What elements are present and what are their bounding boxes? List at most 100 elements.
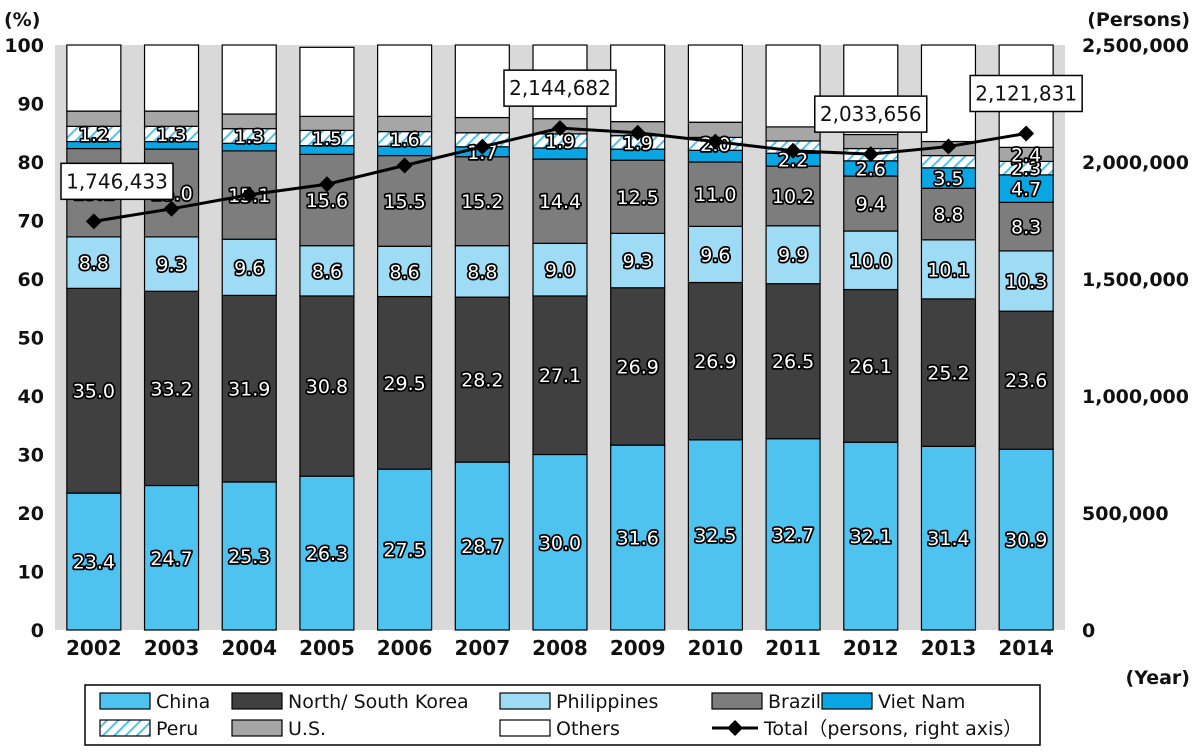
bar-viet-nam-2014	[998, 174, 1054, 203]
data-label-china-2006: 27.5	[383, 540, 425, 562]
data-label-brazil-2007: 15.2	[461, 191, 503, 213]
data-label-china-2008: 30.0	[539, 532, 581, 554]
total-callout-label: 2,033,656	[820, 102, 922, 126]
total-marker-2011	[785, 142, 802, 159]
x-tick-label-2004: 2004	[221, 636, 277, 660]
legend-item-viet-nam: Viet Nam	[821, 691, 965, 713]
legend-swatch-china	[99, 692, 151, 710]
left-tick-label-50: 50	[18, 328, 44, 350]
bar-others-2005	[299, 46, 355, 117]
left-tick-label-60: 60	[18, 269, 44, 291]
bar-north-south-korea-2006	[377, 295, 433, 470]
data-label-peru-2004: 1.3	[234, 126, 264, 148]
total-marker-2005	[318, 176, 335, 193]
left-tick-label-90: 90	[18, 94, 44, 116]
bar-north-south-korea-2008	[532, 295, 588, 456]
data-label-china-2009: 31.6	[617, 528, 659, 550]
bar-philippines-2009	[610, 232, 666, 289]
right-axis-unit: (Persons)	[1087, 9, 1190, 31]
bar-north-south-korea-2009	[610, 287, 666, 446]
legend-label-peru: Peru	[156, 718, 198, 740]
legend-label-viet-nam: Viet Nam	[878, 691, 965, 713]
bar-brazil-2009	[610, 159, 666, 234]
right-tick-label-2-500-000: 2,500,000	[1082, 35, 1189, 57]
left-tick-label-20: 20	[18, 503, 44, 525]
right-tick-label-2-000-000: 2,000,000	[1082, 152, 1189, 174]
legend-label-philippines: Philippines	[556, 691, 658, 713]
bar-others-2013	[920, 44, 977, 143]
total-callout-label: 2,121,831	[975, 81, 1077, 105]
bar-u-s-2011	[765, 126, 821, 142]
total-marker-2009	[629, 124, 646, 141]
data-label-brazil-2011: 10.2	[772, 186, 814, 208]
bar-china-2006	[377, 468, 433, 631]
data-label-china-2012: 32.1	[850, 526, 892, 548]
bar-u-s-2007	[454, 116, 510, 134]
total-marker-2004	[241, 186, 258, 203]
bar-china-2010	[687, 439, 743, 631]
legend-item-u-s: U.S.	[231, 718, 326, 740]
x-tick-label-2005: 2005	[299, 636, 355, 660]
bar-brazil-2007	[454, 156, 510, 247]
data-label-north-south-korea-2002: 35.0	[73, 381, 115, 403]
data-label-philippines-2011: 9.9	[778, 245, 808, 267]
data-label-china-2005: 26.3	[306, 543, 348, 565]
legend-swatch-viet-nam	[821, 692, 873, 710]
data-label-china-2011: 32.7	[772, 524, 814, 546]
bar-china-2013	[920, 445, 977, 631]
data-label-china-2007: 28.7	[461, 536, 503, 558]
total-marker-2008	[552, 120, 568, 137]
bar-north-south-korea-2004	[221, 294, 277, 483]
data-label-philippines-2002: 8.8	[79, 253, 109, 275]
data-label-china-2010: 32.5	[694, 525, 736, 547]
legend-swatch-u-s	[231, 719, 283, 737]
bar-china-2004	[221, 481, 277, 631]
right-tick-label-0: 0	[1082, 620, 1095, 642]
axes-layer: (%) (Persons) (Year) 2002 2003 2004 2005 200…	[4, 9, 1190, 689]
x-tick-label-2013: 2013	[921, 636, 977, 660]
total-callout-box	[503, 69, 617, 107]
data-label-brazil-2009: 12.5	[617, 187, 659, 209]
total-callout-2012: 2,033,656	[814, 95, 928, 133]
legend-label-others: Others	[556, 718, 620, 740]
bar-others-2002	[66, 44, 122, 112]
x-tick-label-2008: 2008	[532, 636, 588, 660]
bar-north-south-korea-2014	[998, 310, 1054, 450]
data-label-brazil-2012: 9.4	[856, 194, 886, 216]
data-label-peru-2002: 1.2	[79, 124, 109, 146]
legend-item-north-south-korea: North/ South Korea	[231, 691, 469, 713]
right-tick-label-500-000: 500,000	[1082, 503, 1169, 525]
bar-others-2007	[454, 44, 510, 119]
legend-marker-total	[727, 720, 743, 736]
left-tick-label-70: 70	[18, 211, 44, 233]
legend: China North/ South Korea Philippines Brazil…	[84, 684, 1041, 746]
legend-label-u-s: U.S.	[288, 718, 326, 740]
data-label-philippines-2013: 10.1	[927, 259, 969, 281]
total-marker-2010	[707, 133, 724, 150]
bar-china-2011	[765, 438, 821, 631]
x-tick-label-2012: 2012	[843, 636, 899, 660]
left-tick-label-0: 0	[31, 620, 44, 642]
data-label-viet-nam-2013: 3.5	[933, 168, 963, 190]
legend-swatch-north-south-korea	[231, 692, 283, 710]
bar-north-south-korea-2013	[920, 298, 977, 447]
bar-china-2007	[454, 461, 510, 631]
legend-label-china: China	[156, 691, 210, 713]
data-label-philippines-2006: 8.6	[390, 261, 420, 283]
data-label-brazil-2010: 11.0	[694, 184, 736, 206]
data-label-brazil-2014: 8.3	[1011, 217, 1041, 239]
data-label-north-south-korea-2012: 26.1	[850, 356, 892, 378]
legend-swatch-peru	[99, 719, 151, 737]
legend-label-total: Total（persons, right axis）	[763, 718, 1022, 740]
left-tick-label-100: 100	[4, 35, 44, 57]
total-callout-2014: 2,121,831	[969, 74, 1083, 113]
x-tick-label-2003: 2003	[144, 636, 200, 660]
data-label-peru-2006: 1.6	[390, 129, 420, 151]
bar-brazil-2010	[687, 161, 743, 227]
bar-others-2011	[765, 44, 821, 128]
bar-philippines-2002	[66, 236, 122, 289]
data-label-north-south-korea-2007: 28.2	[461, 370, 503, 392]
bar-north-south-korea-2007	[454, 296, 510, 463]
bar-others-2010	[687, 44, 743, 123]
data-label-brazil-2005: 15.6	[306, 190, 348, 212]
